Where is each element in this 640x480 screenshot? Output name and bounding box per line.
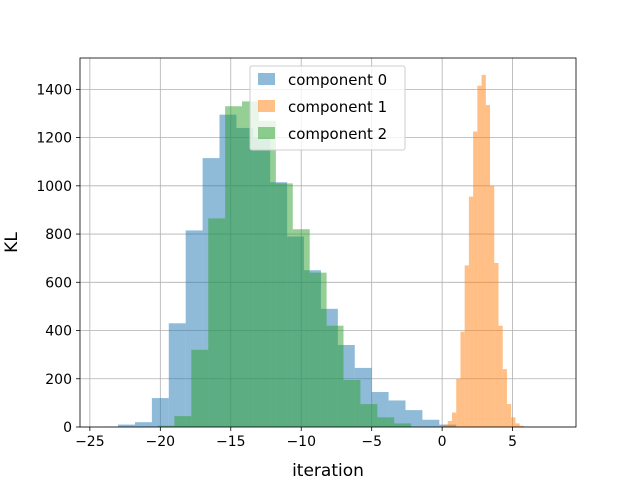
bar-component-2: [174, 416, 192, 427]
bar-component-1: [447, 420, 452, 427]
bar-component-2: [258, 120, 276, 428]
y-tick-label: 200: [45, 372, 72, 388]
bar-component-1: [519, 425, 524, 427]
bar-component-1: [485, 105, 491, 427]
bar-component-2: [292, 229, 310, 427]
legend-box: [249, 65, 406, 151]
legend-label-component-1: component 1: [288, 98, 387, 116]
bar-component-2: [208, 218, 226, 427]
bar-component-2: [157, 425, 175, 427]
bar-component-1: [464, 265, 469, 427]
y-axis: 0 200 400 600 800 1000 1200 1400: [36, 82, 80, 436]
bar-component-1: [456, 378, 461, 427]
y-tick-label: 1200: [36, 131, 72, 147]
legend-swatch-component-2: [258, 127, 275, 139]
y-tick-label: 800: [45, 227, 72, 243]
bar-component-1: [460, 331, 465, 427]
x-axis: −25 −20 −15 −10 −5 0 5: [75, 427, 517, 450]
series-2: [157, 101, 412, 428]
bar-component-0: [134, 422, 152, 427]
bar-component-0: [405, 410, 423, 427]
bar-component-2: [343, 379, 361, 427]
plot-frame: [79, 57, 577, 428]
bar-component-2: [225, 106, 243, 427]
y-axis-label: KL: [2, 232, 22, 253]
y-tick-label: 600: [45, 275, 72, 291]
legend-swatch-component-1: [258, 100, 275, 112]
bar-component-2: [326, 325, 344, 427]
bar-component-1: [494, 263, 499, 427]
bar-component-2: [360, 404, 378, 427]
bar-component-2: [309, 272, 327, 427]
bar-component-2: [242, 101, 259, 427]
x-tick-label: 5: [508, 434, 517, 450]
y-tick-label: 0: [63, 420, 72, 436]
bar-component-2: [275, 183, 293, 427]
legend-swatch-component-0: [258, 73, 275, 85]
x-tick-label: −5: [361, 434, 382, 450]
bar-component-0: [151, 398, 169, 427]
legend-label-component-2: component 2: [288, 125, 387, 143]
bar-component-1: [452, 412, 457, 427]
bar-component-1: [502, 369, 507, 427]
x-tick-label: −25: [75, 434, 105, 450]
y-tick-label: 1000: [36, 179, 72, 195]
series-1: [443, 74, 524, 427]
bar-component-2: [394, 423, 412, 427]
histogram-bars: [101, 74, 524, 428]
bar-component-1: [481, 74, 486, 427]
y-tick-label: 1400: [36, 82, 72, 98]
bar-component-1: [506, 404, 512, 427]
x-tick-label: 0: [438, 434, 447, 450]
x-tick-label: −15: [216, 434, 246, 450]
bar-component-1: [515, 423, 520, 427]
bar-component-1: [490, 185, 495, 427]
bar-component-1: [443, 424, 448, 427]
legend: component 0 component 1 component 2: [249, 65, 406, 151]
bar-component-1: [511, 417, 516, 427]
x-tick-label: −20: [146, 434, 176, 450]
bar-component-2: [191, 349, 209, 427]
bar-component-1: [498, 325, 503, 427]
bar-component-1: [473, 131, 478, 427]
x-tick-label: −10: [286, 434, 316, 450]
bar-component-0: [422, 419, 440, 427]
bar-component-1: [477, 85, 482, 427]
bar-component-2: [377, 417, 395, 427]
bar-component-0: [168, 323, 186, 427]
bar-component-1: [468, 196, 474, 427]
bar-component-0: [118, 424, 135, 427]
legend-label-component-0: component 0: [288, 71, 387, 89]
y-tick-label: 400: [45, 324, 72, 340]
x-axis-label: iteration: [292, 461, 364, 480]
